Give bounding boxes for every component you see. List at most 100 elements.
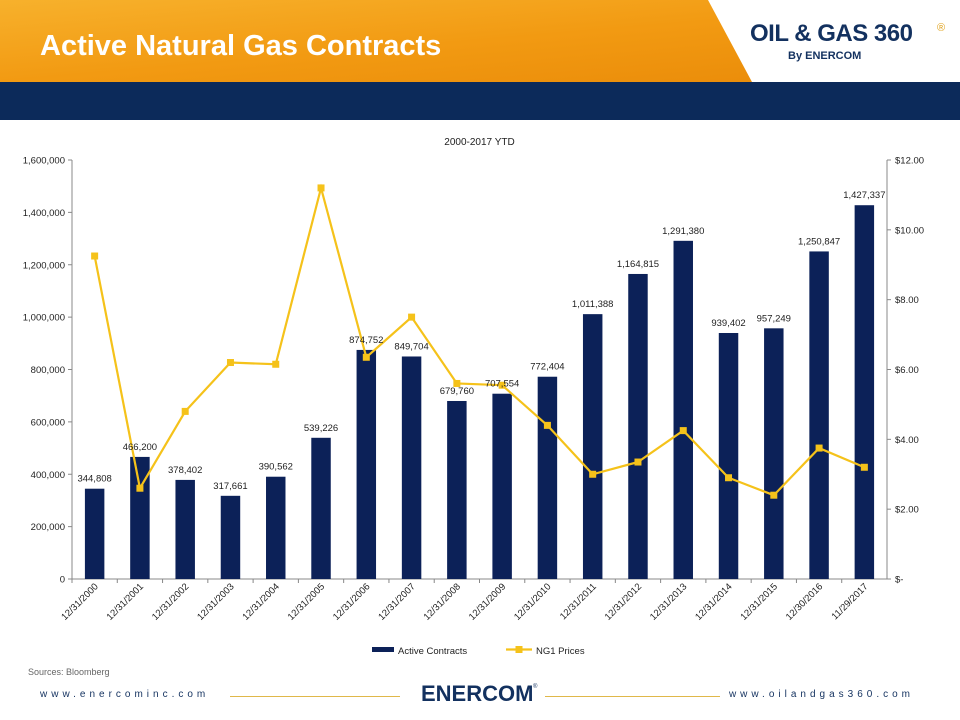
bar bbox=[537, 376, 558, 579]
x-tick-label: 12/31/2009 bbox=[467, 581, 508, 622]
ng1-price-marker bbox=[725, 474, 733, 482]
bar bbox=[84, 488, 105, 579]
x-tick-label: 12/31/2003 bbox=[195, 581, 236, 622]
y2-tick-label: $8.00 bbox=[895, 295, 919, 306]
footer-enercom-url[interactable]: www.enercominc.com bbox=[40, 689, 210, 700]
y-tick-label: 0 bbox=[60, 575, 65, 586]
legend-label-ng1-prices: NG1 Prices bbox=[536, 646, 585, 657]
bar bbox=[266, 476, 286, 579]
header-blue-band bbox=[0, 82, 960, 120]
bar-data-label: 390,562 bbox=[259, 462, 293, 473]
x-tick-label: 12/31/2012 bbox=[603, 581, 644, 622]
bar bbox=[311, 437, 331, 579]
ng1-price-marker bbox=[543, 421, 551, 429]
bar-data-label: 679,760 bbox=[440, 386, 474, 397]
x-tick-label: 12/31/2000 bbox=[59, 581, 100, 622]
ng1-price-marker bbox=[181, 407, 189, 415]
bar bbox=[401, 356, 422, 579]
y-tick-label: 400,000 bbox=[31, 470, 65, 481]
bar-data-label: 874,752 bbox=[349, 335, 383, 346]
bar-data-label: 1,427,337 bbox=[843, 190, 885, 201]
x-tick-label: 12/31/2014 bbox=[693, 581, 734, 622]
y-tick-label: 1,400,000 bbox=[23, 208, 65, 219]
bar bbox=[628, 273, 648, 579]
ng1-price-marker bbox=[770, 491, 778, 499]
ng1-price-line bbox=[93, 183, 865, 497]
ng1-price-marker bbox=[815, 444, 823, 452]
ng1-price-marker bbox=[589, 470, 597, 478]
bar bbox=[220, 495, 241, 579]
ng1-price-marker bbox=[408, 313, 416, 321]
y-tick-label: 1,000,000 bbox=[23, 313, 65, 324]
bar-data-label: 707,554 bbox=[485, 379, 519, 390]
ng1-price-marker bbox=[634, 458, 642, 466]
ng1-price-marker bbox=[317, 184, 325, 192]
x-tick-label: 12/31/2004 bbox=[240, 581, 281, 622]
chart-title: 2000-2017 YTD bbox=[444, 137, 514, 148]
x-tick-label: 12/30/2016 bbox=[784, 581, 825, 622]
legend-swatch-ng1-marker bbox=[515, 646, 523, 653]
ng1-price-marker bbox=[272, 360, 280, 368]
bar bbox=[175, 479, 195, 579]
y-tick-label: 600,000 bbox=[31, 417, 65, 428]
y-tick-label: 1,600,000 bbox=[23, 156, 65, 167]
y2-tick-label: $4.00 bbox=[895, 435, 919, 446]
bar-data-label: 1,164,815 bbox=[617, 259, 659, 270]
ng1-price-marker bbox=[860, 463, 868, 471]
ng1-price-marker bbox=[136, 484, 144, 492]
bar-data-label: 378,402 bbox=[168, 465, 202, 476]
x-tick-label: 12/31/2006 bbox=[331, 581, 372, 622]
footer-oilgas360-url[interactable]: www.oilandgas360.com bbox=[728, 689, 914, 700]
x-tick-label: 12/31/2011 bbox=[558, 581, 599, 622]
y-tick-label: 1,200,000 bbox=[23, 260, 65, 271]
bar bbox=[809, 251, 829, 579]
header-banner: Active Natural Gas Contracts OIL & GAS 3… bbox=[0, 0, 960, 82]
x-tick-label: 12/31/2013 bbox=[648, 581, 689, 622]
bar-data-label: 1,011,388 bbox=[572, 299, 614, 310]
logo-byline: By ENERCOM bbox=[788, 50, 862, 62]
x-tick-label: 11/29/2017 bbox=[830, 581, 871, 622]
y2-tick-label: $6.00 bbox=[895, 365, 919, 376]
y-tick-label: 200,000 bbox=[31, 522, 65, 533]
bar-data-label: 957,249 bbox=[757, 313, 791, 324]
bar bbox=[130, 456, 150, 579]
oilgas360-logo: OIL & GAS 360 bbox=[750, 20, 913, 47]
bar-data-label: 466,200 bbox=[123, 442, 157, 453]
bar bbox=[764, 328, 784, 579]
footer-divider-right bbox=[545, 696, 720, 697]
enercom-footer-logo: ENERCOM bbox=[421, 681, 534, 706]
bar-data-label: 344,808 bbox=[77, 474, 111, 485]
x-tick-label: 12/31/2010 bbox=[512, 581, 553, 622]
y2-tick-label: $12.00 bbox=[895, 156, 924, 167]
x-tick-label: 12/31/2001 bbox=[105, 581, 146, 622]
bar bbox=[854, 205, 875, 579]
bar bbox=[492, 393, 512, 579]
y2-tick-label: $2.00 bbox=[895, 505, 919, 516]
ng1-price-marker bbox=[498, 381, 506, 389]
footer-logo-registered-mark: ® bbox=[533, 684, 538, 690]
footer-divider-left bbox=[230, 696, 400, 697]
bar-data-label: 1,291,380 bbox=[662, 226, 704, 237]
legend-swatch-active-contracts bbox=[372, 647, 394, 652]
bar-data-label: 772,404 bbox=[530, 362, 564, 373]
ng1-price-marker bbox=[679, 427, 687, 435]
bar-data-label: 539,226 bbox=[304, 423, 338, 434]
bar-data-label: 1,250,847 bbox=[798, 236, 840, 247]
ng1-price-marker bbox=[91, 252, 99, 260]
page-title: Active Natural Gas Contracts bbox=[40, 30, 442, 62]
ng1-price-marker bbox=[226, 359, 234, 367]
x-tick-label: 12/31/2002 bbox=[150, 581, 191, 622]
source-note: Sources: Bloomberg bbox=[28, 667, 110, 677]
bar-data-label: 849,704 bbox=[394, 341, 428, 352]
x-tick-label: 12/31/2008 bbox=[422, 581, 463, 622]
ng1-price-marker bbox=[453, 379, 461, 387]
header-background bbox=[0, 0, 960, 82]
bar bbox=[718, 332, 739, 579]
bar bbox=[582, 314, 603, 579]
legend-label-active-contracts: Active Contracts bbox=[398, 646, 467, 657]
bar-data-label: 939,402 bbox=[711, 318, 745, 329]
x-tick-label: 12/31/2007 bbox=[376, 581, 417, 622]
bar-data-label: 317,661 bbox=[213, 481, 247, 492]
bar bbox=[356, 349, 377, 579]
y-tick-label: 800,000 bbox=[31, 365, 65, 376]
